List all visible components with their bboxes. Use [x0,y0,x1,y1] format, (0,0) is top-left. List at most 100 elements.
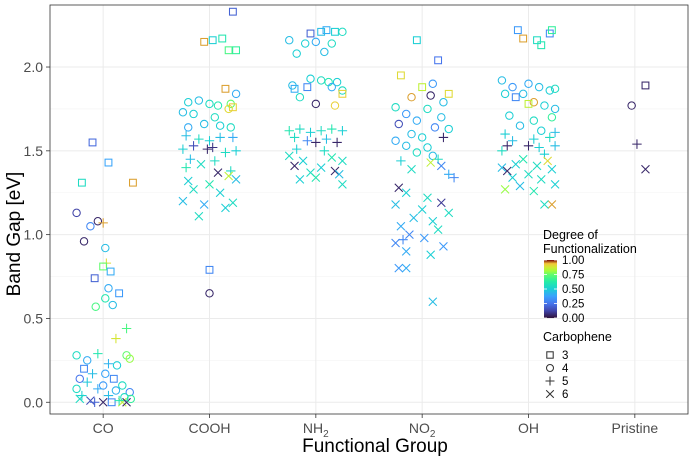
y-tick-label: 0.5 [24,310,44,326]
data-point-plus [438,132,449,143]
data-point-cross [327,153,337,162]
data-point-circle [508,82,517,92]
data-point-circle [505,111,514,120]
data-point-circle [534,82,544,92]
data-point-circle [98,381,108,390]
data-point-square [228,7,237,16]
data-point-cross [213,168,223,177]
data-point-square [232,46,241,55]
data-point-cross [215,188,225,198]
data-point-circle [300,39,310,48]
data-point-square [444,89,453,98]
data-point-circle [91,302,100,311]
data-point-circle [428,79,438,89]
data-point-square [524,99,533,108]
data-point-square [290,84,299,93]
data-point-cross [511,159,521,169]
data-point-cross [183,176,193,186]
data-point-circle [210,113,220,122]
data-point-plus [550,127,560,138]
x-tick-label: CO [93,420,114,436]
shape-legend-key-circle [545,363,555,373]
data-point-circle [101,369,110,378]
data-point-circle [285,35,294,45]
data-point-cross [194,211,204,221]
data-point-plus [194,134,204,144]
data-point-circle [327,82,337,92]
data-points [72,7,650,407]
data-point-circle [394,119,403,129]
data-point-square [208,36,217,45]
data-point-circle [311,37,321,47]
data-point-cross [298,156,308,166]
data-point-square [106,267,115,276]
data-point-circle [199,119,209,129]
data-point-circle [412,148,422,157]
data-point-circle [430,123,440,132]
data-point-square [224,46,233,55]
data-point-plus [316,126,326,136]
data-point-circle [417,133,427,142]
data-point-plus [87,369,98,379]
data-point-circle [391,136,400,145]
data-point-circle [500,89,510,99]
data-point-plus [321,134,332,144]
data-point-plus [114,395,124,406]
data-point-square [90,274,99,283]
data-point-circle [439,97,448,107]
data-point-plus [529,134,539,144]
data-point-square [537,41,546,50]
data-point-plus [507,136,518,146]
data-point-cross [394,183,404,193]
data-point-circle [428,151,438,161]
data-point-circle [311,99,321,109]
data-point-plus [188,141,199,151]
data-point-circle [184,123,193,132]
colorbar [544,260,557,318]
data-point-circle [205,99,214,109]
data-point-cross [547,164,557,174]
x-tick-label: OH [518,420,539,436]
data-point-cross [439,242,448,251]
data-point-circle [205,289,214,298]
data-point-plus [103,359,114,369]
data-point-circle [332,77,342,87]
series-oh [497,26,560,209]
shape-legend-title: Carbophene [543,330,612,344]
data-point-circle [72,351,81,360]
data-point-cross [224,171,234,181]
data-point-plus [534,142,544,153]
x-axis: CO COOH NH2 NO2 OH Pristine [93,414,658,440]
data-point-cross [419,233,429,243]
data-point-plus [289,132,300,143]
data-point-plus [207,142,218,153]
data-point-cross [444,208,454,218]
shape-legend-key-cross [545,389,555,399]
data-point-circle [126,394,136,404]
series-co [72,138,137,407]
data-point-plus [228,132,238,143]
data-point-plus [398,234,408,245]
data-point-plus [210,156,220,166]
data-point-square [533,36,541,45]
data-point-cross [426,250,436,260]
data-point-plus [93,384,103,394]
data-point-square [205,265,214,274]
data-point-circle [306,74,315,83]
colorbar-tick-label: 0.75 [562,270,584,282]
x-tick-label: NO2 [409,420,436,440]
data-point-circle [86,222,95,231]
data-point-square [99,262,108,271]
x-tick-label: COOH [189,420,231,436]
series-nh2 [284,26,348,189]
data-point-cross [189,185,198,194]
data-point-cross [508,173,517,183]
data-point-circle [111,386,121,395]
data-point-cross [436,198,446,208]
data-point-circle [213,101,223,110]
color-legend-title-line2: Functionalization [543,242,637,256]
data-point-cross [428,297,438,307]
data-point-cross [205,179,214,189]
